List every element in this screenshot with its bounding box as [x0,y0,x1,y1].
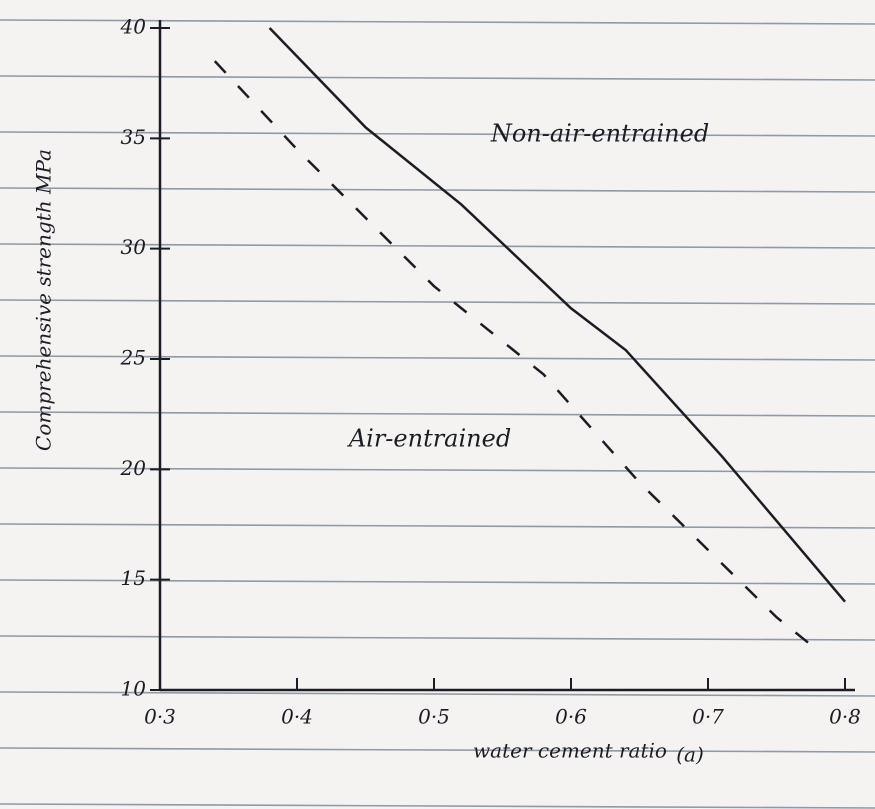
paper-rule [0,131,875,137]
paper-rule [0,803,875,809]
paper-rule [0,747,875,753]
paper-rule [0,243,875,249]
x-tick-label: 0·4 [281,705,313,729]
paper-rule [0,355,875,361]
x-tick-label: 0·5 [418,705,450,729]
y-tick-label: 35 [121,125,146,149]
y-tick-label: 30 [121,235,147,259]
x-tick-label: 0·6 [555,705,587,729]
y-tick-label: 10 [121,677,147,701]
paper-rule [0,187,875,193]
paper-rule [0,691,875,697]
paper-rule [0,467,875,473]
caption: (a) [676,743,704,767]
x-tick-label: 0·8 [829,705,861,729]
y-tick-label: 25 [120,346,146,370]
paper-rule [0,579,875,585]
x-tick-label: 0·3 [144,705,176,729]
y-axis-label: Comprehensive strength MPa [32,149,56,451]
x-tick-label: 0·7 [692,705,724,729]
paper-rule [0,19,875,25]
y-tick-label: 15 [121,566,146,590]
series-line [268,27,846,603]
y-tick-label: 20 [120,456,147,480]
annotation: Air-entrained [347,425,511,453]
paper-rule [0,635,875,641]
paper-rule [0,523,875,529]
paper-rule [0,299,875,305]
paper-rule [0,411,875,417]
annotation: Non-air-entrained [490,120,709,148]
x-axis-label: water cement ratio [473,739,667,763]
paper-rule [0,75,875,81]
y-tick-label: 40 [120,15,147,39]
series-line [213,60,819,652]
